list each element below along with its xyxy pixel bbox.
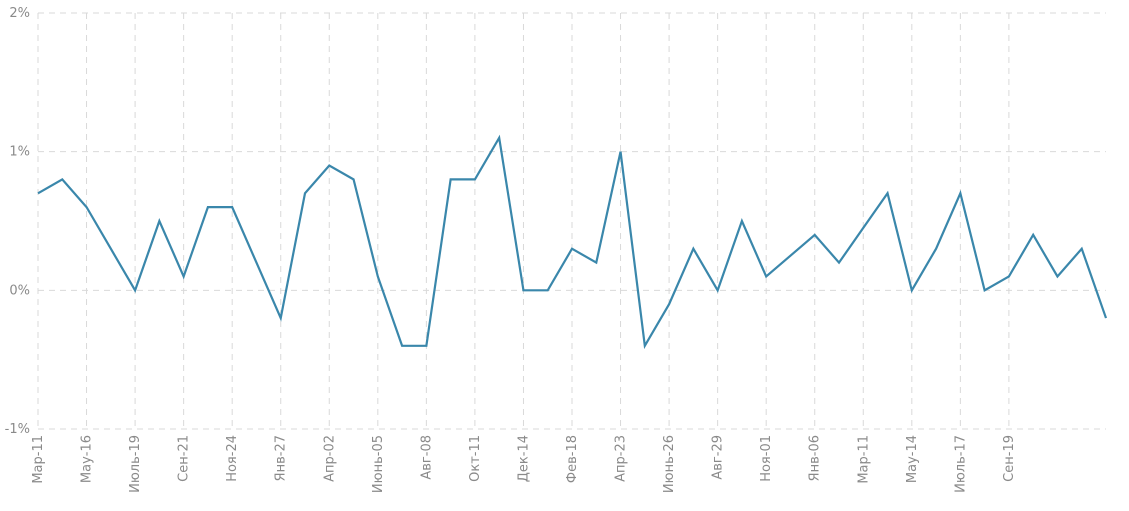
data-point xyxy=(1079,246,1085,252)
data-point xyxy=(545,287,551,293)
data-point xyxy=(787,253,793,259)
data-point xyxy=(642,343,648,349)
data-point xyxy=(35,190,41,196)
x-tick-label: Фев-18 xyxy=(565,435,580,483)
data-point xyxy=(423,343,429,349)
data-point xyxy=(836,260,842,266)
data-point xyxy=(739,218,745,224)
data-point xyxy=(933,246,939,252)
data-point xyxy=(156,218,162,224)
data-point xyxy=(229,204,235,210)
data-point xyxy=(399,343,405,349)
x-tick-label: Сен-19 xyxy=(1002,435,1017,482)
data-point xyxy=(278,315,284,321)
data-point xyxy=(1054,273,1060,279)
x-tick-label: Авг-29 xyxy=(711,435,726,480)
data-point xyxy=(1030,232,1036,238)
x-tick-label: Ноя-24 xyxy=(225,435,240,482)
x-tick-label: Окт-11 xyxy=(468,435,483,482)
x-tick-label: Июль-19 xyxy=(128,435,143,493)
series-line xyxy=(37,134,1108,350)
x-tick-label: Июль-17 xyxy=(953,435,968,493)
x-tick-label: Дек-14 xyxy=(516,435,531,482)
data-point xyxy=(351,176,357,182)
x-tick-label: Апр-23 xyxy=(614,435,629,482)
x-tick-label: Сен-21 xyxy=(177,435,192,482)
data-point xyxy=(982,287,988,293)
data-point xyxy=(1103,315,1109,321)
x-tick-label: Янв-27 xyxy=(274,435,289,481)
data-point xyxy=(302,190,308,196)
x-tick-label: Ноя-01 xyxy=(759,435,774,482)
data-point xyxy=(763,273,769,279)
data-point xyxy=(472,176,478,182)
data-point xyxy=(690,246,696,252)
data-point xyxy=(496,135,502,141)
data-point xyxy=(253,260,259,266)
data-point xyxy=(885,190,891,196)
x-tick-label: Авг-08 xyxy=(419,435,434,480)
x-tick-label: Мар-11 xyxy=(31,435,46,484)
x-tick-label: Мау-14 xyxy=(905,435,920,483)
data-point xyxy=(593,260,599,266)
data-point xyxy=(909,287,915,293)
data-point xyxy=(132,287,138,293)
y-tick-label: -1% xyxy=(5,422,30,437)
y-axis-tick-labels: -1% 0% 1% 2% xyxy=(5,6,30,437)
x-tick-label: Мар-11 xyxy=(856,435,871,484)
data-point xyxy=(618,149,624,155)
data-point xyxy=(108,246,114,252)
grid xyxy=(37,12,1106,430)
data-point xyxy=(520,287,526,293)
data-point xyxy=(860,225,866,231)
data-point xyxy=(205,204,211,210)
data-point xyxy=(84,204,90,210)
data-point xyxy=(375,273,381,279)
data-point xyxy=(812,232,818,238)
y-tick-label: 2% xyxy=(9,6,30,21)
data-point xyxy=(666,301,672,307)
y-tick-label: 1% xyxy=(9,145,30,160)
x-tick-label: Июнь-05 xyxy=(371,435,386,493)
y-tick-label: 0% xyxy=(9,283,30,298)
x-tick-label: Июнь-26 xyxy=(662,435,677,493)
data-point xyxy=(181,273,187,279)
data-point xyxy=(448,176,454,182)
series-group xyxy=(35,134,1109,350)
data-point xyxy=(326,163,332,169)
x-tick-label: Апр-02 xyxy=(322,435,337,482)
x-tick-label: Мау-16 xyxy=(80,435,95,483)
data-point xyxy=(1006,273,1012,279)
data-point xyxy=(569,246,575,252)
x-tick-label: Янв-06 xyxy=(808,435,823,481)
data-point xyxy=(59,176,65,182)
x-axis-tick-labels: Мар-11 Мау-16 Июль-19 Сен-21 Ноя-24 Янв-27 Апр… xyxy=(31,435,1017,493)
data-point xyxy=(715,287,721,293)
data-point xyxy=(957,190,963,196)
